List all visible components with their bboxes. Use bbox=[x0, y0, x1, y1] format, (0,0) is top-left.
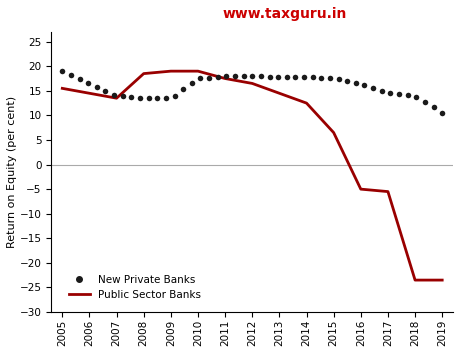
Public Sector Banks bbox=[86, 91, 92, 95]
New Private Banks bbox=[309, 75, 315, 79]
Y-axis label: Return on Equity (per cent): Return on Equity (per cent) bbox=[7, 96, 17, 248]
New Private Banks bbox=[171, 94, 177, 98]
New Private Banks bbox=[430, 105, 436, 109]
New Private Banks bbox=[197, 76, 203, 80]
New Private Banks bbox=[77, 77, 82, 81]
New Private Banks bbox=[395, 92, 401, 96]
Public Sector Banks bbox=[222, 76, 227, 80]
New Private Banks bbox=[241, 74, 246, 78]
Legend: New Private Banks, Public Sector Banks: New Private Banks, Public Sector Banks bbox=[65, 270, 205, 304]
New Private Banks bbox=[154, 96, 160, 100]
Public Sector Banks bbox=[113, 96, 119, 100]
Public Sector Banks bbox=[357, 187, 363, 191]
New Private Banks bbox=[438, 111, 444, 115]
New Private Banks bbox=[189, 81, 194, 85]
New Private Banks bbox=[335, 77, 341, 82]
New Private Banks bbox=[146, 96, 151, 100]
New Private Banks bbox=[232, 74, 237, 78]
Public Sector Banks bbox=[330, 131, 336, 135]
New Private Banks bbox=[68, 73, 73, 77]
New Private Banks bbox=[137, 96, 142, 100]
New Private Banks bbox=[249, 74, 254, 78]
New Private Banks bbox=[301, 75, 306, 79]
Public Sector Banks bbox=[438, 278, 444, 282]
New Private Banks bbox=[206, 76, 212, 80]
New Private Banks bbox=[421, 100, 427, 104]
Public Sector Banks bbox=[276, 91, 281, 95]
New Private Banks bbox=[292, 75, 297, 79]
Line: New Private Banks: New Private Banks bbox=[59, 68, 444, 116]
New Private Banks bbox=[326, 76, 332, 80]
New Private Banks bbox=[59, 69, 65, 73]
Public Sector Banks bbox=[195, 69, 200, 73]
New Private Banks bbox=[353, 80, 358, 85]
New Private Banks bbox=[378, 89, 384, 93]
Line: Public Sector Banks: Public Sector Banks bbox=[62, 71, 441, 280]
New Private Banks bbox=[223, 74, 229, 78]
New Private Banks bbox=[404, 93, 409, 97]
New Private Banks bbox=[214, 74, 220, 79]
New Private Banks bbox=[85, 81, 91, 85]
Public Sector Banks bbox=[140, 72, 146, 76]
New Private Banks bbox=[413, 94, 418, 98]
Public Sector Banks bbox=[249, 81, 254, 85]
New Private Banks bbox=[318, 76, 324, 80]
Public Sector Banks bbox=[303, 101, 308, 105]
Public Sector Banks bbox=[59, 86, 65, 90]
Public Sector Banks bbox=[384, 190, 390, 194]
New Private Banks bbox=[180, 87, 185, 91]
Public Sector Banks bbox=[411, 278, 417, 282]
New Private Banks bbox=[163, 96, 168, 100]
New Private Banks bbox=[129, 95, 134, 99]
New Private Banks bbox=[111, 92, 117, 97]
Text: www.taxguru.in: www.taxguru.in bbox=[222, 7, 346, 20]
New Private Banks bbox=[102, 89, 108, 93]
New Private Banks bbox=[94, 85, 100, 89]
New Private Banks bbox=[361, 83, 366, 87]
New Private Banks bbox=[120, 94, 125, 98]
Public Sector Banks bbox=[168, 69, 173, 73]
New Private Banks bbox=[369, 86, 375, 90]
New Private Banks bbox=[257, 74, 263, 78]
New Private Banks bbox=[266, 74, 272, 79]
New Private Banks bbox=[275, 75, 280, 79]
New Private Banks bbox=[387, 91, 392, 96]
New Private Banks bbox=[344, 79, 349, 83]
New Private Banks bbox=[283, 75, 289, 79]
